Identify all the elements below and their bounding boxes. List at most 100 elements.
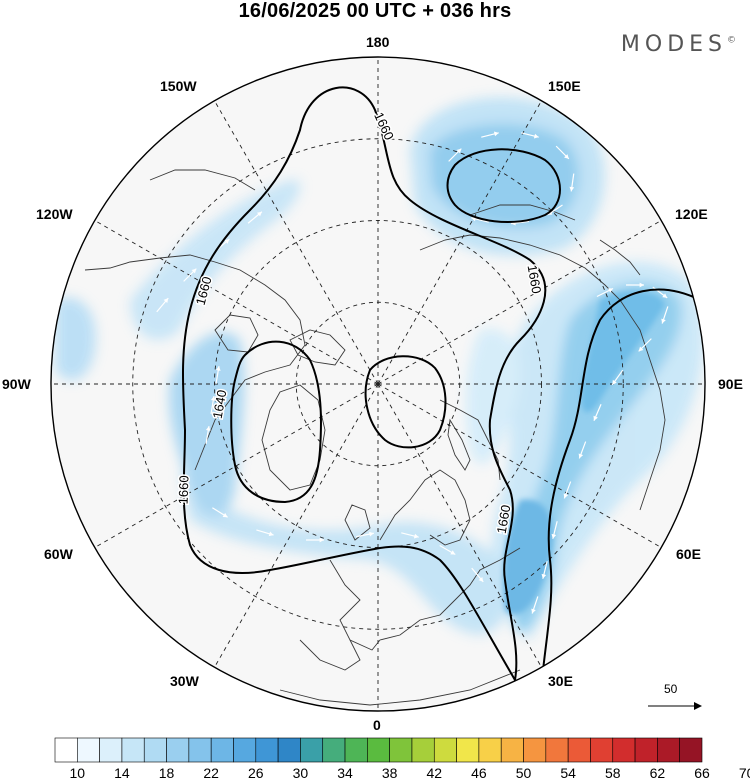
wind-arrow-head: [608, 288, 614, 293]
coast-britain: [344, 504, 371, 541]
colorbar-tick-label: 50: [515, 765, 532, 781]
colorbar-tick-label: 34: [337, 765, 353, 781]
wind-arrow-head: [639, 282, 644, 288]
wind-arrow-head: [257, 211, 262, 217]
coast-arctic-islands: [289, 329, 346, 366]
wind-arrow-head: [456, 148, 462, 154]
lon-label-120e: 120E: [675, 206, 708, 222]
colorbar-tick-label: 42: [426, 765, 443, 781]
colorbar-swatch: [411, 737, 435, 763]
meridian-line: [214, 383, 379, 668]
colorbar-swatch: [143, 737, 167, 763]
meridian-line: [214, 100, 379, 385]
wind-arrow-head: [450, 550, 456, 555]
wind-arrow-head: [593, 415, 598, 421]
coastlines: [84, 169, 666, 706]
wind-arrow-head: [578, 453, 584, 459]
meridian-line: [377, 383, 542, 668]
latitude-circle: [132, 138, 624, 630]
lon-label-150w: 150W: [160, 78, 197, 94]
colorbar-swatch: [277, 737, 301, 763]
colorbar-swatch: [523, 737, 547, 763]
map-title: 16/06/2025 00 UTC + 036 hrs: [238, 0, 512, 22]
coast-iberia: [299, 639, 361, 671]
coast-africa: [279, 669, 521, 706]
colorbar-swatch: [500, 737, 524, 763]
wind-arrow-head: [369, 531, 374, 537]
jet-band-east-asia-core: [430, 123, 579, 228]
lon-label-60w: 60W: [44, 546, 73, 562]
colorbar-tick-label: 38: [381, 765, 398, 781]
lon-label-90w: 90W: [2, 376, 31, 392]
colorbar-tick-label: 14: [114, 765, 130, 781]
wind-arrow-head: [612, 379, 617, 385]
wind-arrow-head: [551, 533, 557, 539]
lon-label-150e: 150E: [548, 78, 581, 94]
contour-label: 1660: [525, 264, 545, 295]
lon-label-0: 0: [373, 717, 381, 733]
colorbar-tick-label: 30: [292, 765, 309, 781]
coast-novaya-zemlya: [447, 418, 471, 471]
contour-label: 1660: [176, 475, 192, 504]
wind-arrow-head: [268, 531, 274, 537]
wind-arrow-head: [191, 268, 197, 274]
coast-europe: [329, 547, 521, 651]
colorbar-tick-label: 54: [560, 765, 576, 781]
colorbar-swatch: [99, 737, 123, 763]
reference-vector: [648, 702, 702, 710]
jet-core-europe-asia: [503, 499, 554, 615]
meridian-line: [94, 383, 379, 548]
colorbar-tick-label: 70: [738, 765, 750, 781]
lon-label-60e: 60E: [676, 546, 701, 562]
meridian-line: [377, 100, 542, 385]
colorbar-swatch: [634, 737, 658, 763]
wind-vectors: [156, 131, 669, 614]
wind-arrow-head: [215, 366, 221, 371]
wind-arrow-head: [319, 537, 324, 543]
wind-arrow-head: [222, 512, 228, 518]
colorbar-tick-label: 62: [649, 765, 666, 781]
colorbar-swatch: [166, 737, 190, 763]
coast-siberia: [419, 234, 651, 361]
wind-arrow-head: [531, 608, 536, 614]
coast-north-america: [84, 254, 306, 471]
wind-arrow-head: [478, 577, 484, 582]
jet-band-pacific-west: [55, 297, 96, 381]
colorbar-swatch: [54, 737, 78, 763]
wind-arrow-head: [563, 493, 569, 499]
brand-logo: MODES©: [620, 32, 736, 57]
wind-arrow-head: [662, 293, 668, 298]
contour-label: 1640: [210, 389, 230, 420]
coast-scandinavia: [379, 469, 471, 546]
contour-1660-east: [539, 288, 701, 701]
contour-1660-pacific: [446, 148, 561, 224]
colorbar-tick-label: 58: [604, 765, 621, 781]
colorbar-tick-label: 66: [694, 765, 710, 781]
colorbar-swatch: [233, 737, 257, 763]
wind-arrow-head: [493, 131, 499, 137]
colorbar-swatch: [679, 737, 703, 763]
wind-arrow-head: [661, 318, 666, 324]
wind-arrow-head: [569, 186, 575, 192]
wind-arrow-head: [163, 298, 169, 303]
geopotential-contours: [181, 86, 701, 701]
colorbar-swatch: [210, 737, 234, 763]
contour-1660-outer: [181, 86, 547, 683]
graticule: [51, 57, 705, 711]
jet-band-north-pacific-core: [512, 282, 682, 632]
coast-alaska: [149, 169, 256, 191]
wind-arrow-head: [564, 154, 569, 159]
colorbar-swatch: [255, 737, 279, 763]
wind-speed-shading: [55, 97, 704, 640]
coast-china: [639, 359, 666, 511]
colorbar-swatch: [121, 737, 145, 763]
lon-label-30w: 30W: [170, 673, 199, 689]
jet-band-atlantic: [169, 332, 245, 517]
wind-arrow-head: [533, 133, 539, 139]
colorbar-swatch: [77, 737, 100, 763]
meridian-line: [94, 220, 379, 385]
wind-arrow-head: [224, 239, 230, 244]
contour-label: 1660: [494, 504, 514, 535]
